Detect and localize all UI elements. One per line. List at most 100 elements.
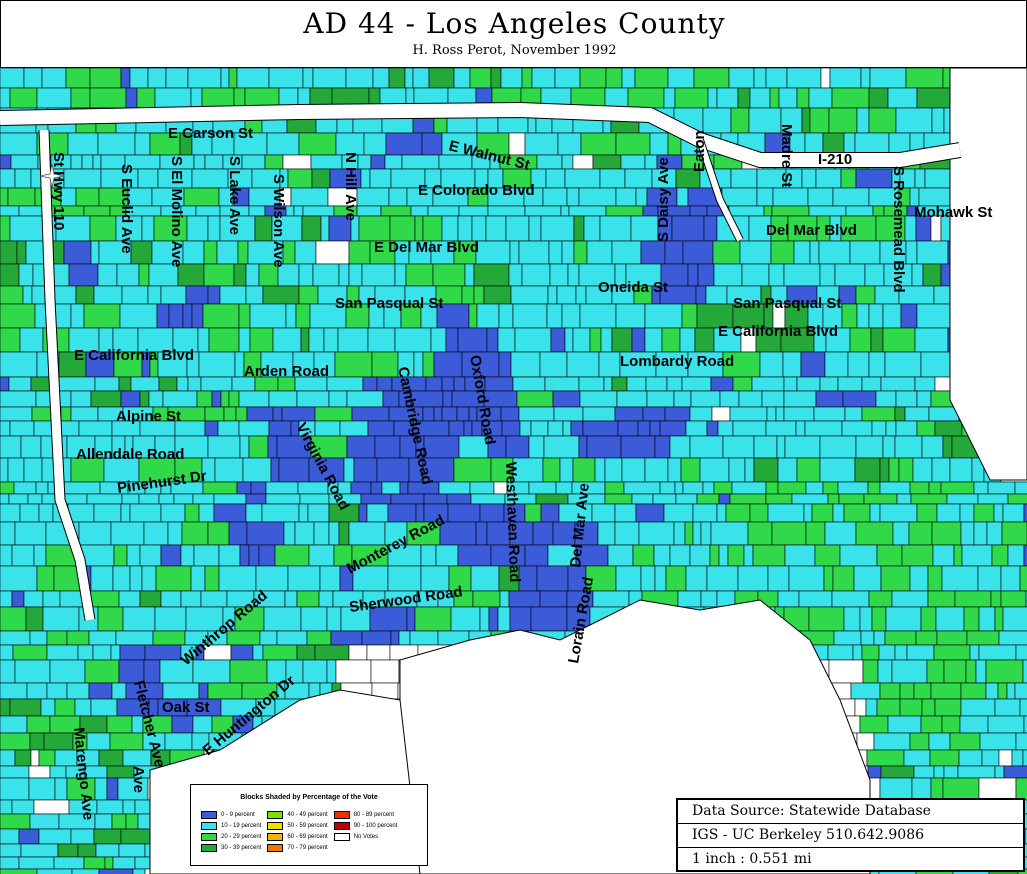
census-block: [627, 87, 665, 109]
legend-item: 10 - 19 percent: [201, 822, 261, 830]
census-block: [219, 285, 247, 305]
census-block: [562, 420, 572, 437]
census-block: [845, 205, 874, 217]
census-block: [578, 376, 605, 392]
census-block: [0, 749, 16, 767]
census-block: [911, 777, 932, 801]
census-block: [20, 435, 42, 459]
census-block: [866, 749, 905, 767]
census-block: [706, 420, 719, 437]
census-block: [110, 521, 145, 546]
census-block: [604, 481, 625, 495]
freeway-st-hwy-110: [39, 129, 95, 621]
census-block: [831, 87, 870, 109]
census-block: [262, 644, 298, 661]
census-block: [0, 565, 38, 592]
census-block: [928, 481, 942, 495]
census-block: [892, 521, 910, 546]
census-block: [680, 457, 701, 483]
census-block: [488, 606, 499, 632]
census-block: [712, 240, 741, 265]
census-block: [472, 590, 501, 608]
census-block: [376, 376, 393, 392]
census-block: [664, 240, 684, 265]
census-block: [702, 481, 715, 495]
census-block: [519, 420, 532, 437]
census-block: [766, 406, 777, 422]
census-block: [339, 420, 369, 437]
census-block: [238, 420, 270, 437]
census-block: [30, 749, 40, 767]
legend-title: Blocks Shaded by Percentage of the Vote: [240, 794, 378, 801]
census-block: [249, 327, 274, 353]
census-block: [582, 420, 619, 437]
census-block: [0, 644, 14, 661]
census-block: [33, 544, 47, 567]
census-block: [644, 327, 663, 353]
census-block: [192, 659, 231, 684]
census-block: [867, 481, 881, 495]
census-block: [314, 406, 353, 422]
census-block: [28, 777, 56, 801]
census-block: [116, 263, 140, 287]
census-block: [0, 590, 13, 608]
census-block: [819, 376, 839, 392]
census-block: [11, 799, 35, 815]
census-block: [778, 87, 798, 109]
census-block: [314, 420, 341, 437]
census-block: [18, 828, 40, 845]
census-block: [68, 263, 99, 287]
census-block: [26, 682, 48, 700]
census-block: [22, 285, 33, 305]
census-block: [448, 420, 465, 437]
census-block: [912, 457, 933, 483]
census-block: [306, 630, 332, 646]
census-block: [0, 390, 37, 408]
census-block: [88, 682, 113, 700]
census-block: [831, 590, 870, 608]
census-block: [405, 263, 434, 287]
census-block: [940, 481, 975, 495]
census-block: [798, 590, 833, 608]
census-block: [978, 606, 996, 632]
census-block: [669, 435, 691, 459]
census-block: [872, 205, 885, 217]
census-block: [878, 644, 896, 661]
census-block: [916, 87, 954, 109]
census-block: [414, 215, 424, 242]
census-block: [213, 503, 247, 523]
census-block: [809, 107, 830, 134]
census-block: [237, 240, 249, 265]
census-block: [362, 376, 378, 392]
census-block: [579, 390, 618, 408]
census-block: [777, 590, 800, 608]
census-block: [428, 68, 455, 89]
census-block: [936, 503, 961, 523]
census-block: [753, 68, 767, 89]
census-block: [420, 565, 450, 592]
census-block: [485, 215, 507, 242]
census-block: [125, 87, 138, 109]
census-block: [819, 457, 856, 483]
census-block: [598, 351, 621, 378]
census-block: [106, 715, 133, 734]
census-block: [296, 390, 330, 408]
legend-label: 80 - 89 percent: [353, 812, 395, 818]
census-block: [241, 154, 266, 170]
census-block: [86, 493, 123, 505]
census-block: [710, 376, 734, 392]
census-block: [620, 154, 646, 170]
legend-label: 30 - 39 percent: [221, 845, 262, 851]
legend-label: 60 - 69 percent: [287, 834, 328, 840]
census-block: [314, 644, 350, 661]
census-block: [1023, 503, 1027, 523]
census-block: [369, 168, 392, 189]
legend-label: No Votes: [353, 834, 379, 840]
census-block: [916, 303, 954, 329]
census-block: [245, 285, 264, 305]
census-block: [953, 544, 963, 567]
census-block: [147, 285, 162, 305]
census-block: [739, 240, 772, 265]
census-block: [120, 390, 141, 408]
census-block: [143, 521, 169, 546]
